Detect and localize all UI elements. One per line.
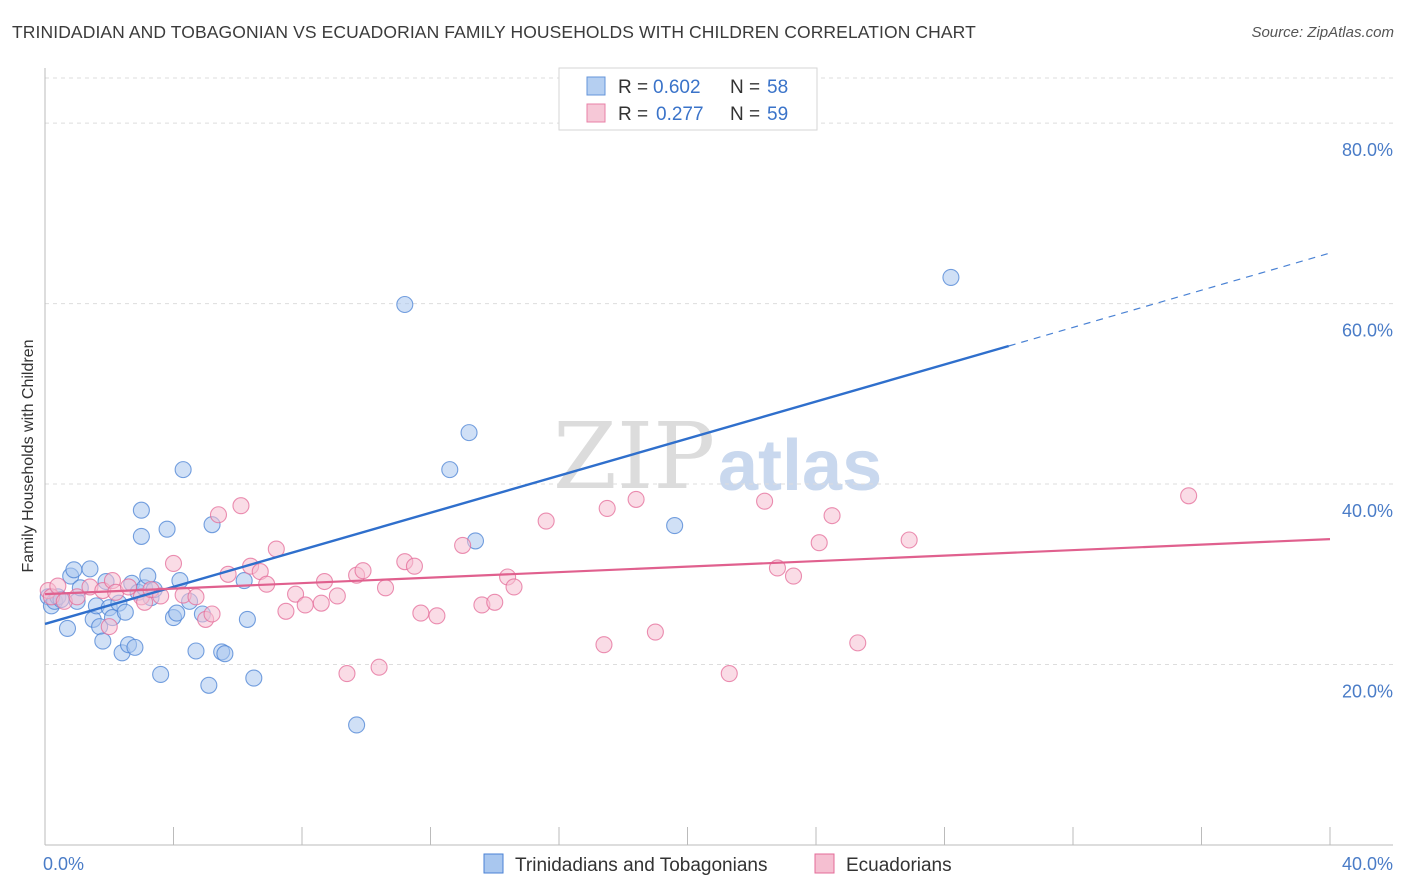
- point-ecuadorians: [627, 490, 645, 508]
- point-ecuadorians: [49, 577, 67, 595]
- point-trinidadians: [245, 669, 263, 687]
- point-ecuadorians: [646, 623, 664, 641]
- point-ecuadorians: [486, 593, 504, 611]
- point-ecuadorians: [296, 596, 314, 614]
- point-trinidadians: [238, 610, 256, 628]
- point-ecuadorians: [187, 588, 205, 606]
- point-trinidadians: [132, 527, 150, 545]
- y-tick-label: 20.0%: [1342, 682, 1393, 702]
- point-ecuadorians: [405, 557, 423, 575]
- point-ecuadorians: [505, 578, 523, 596]
- y-tick-label: 80.0%: [1342, 140, 1393, 160]
- point-ecuadorians: [203, 605, 221, 623]
- point-trinidadians: [152, 665, 170, 684]
- point-ecuadorians: [810, 534, 828, 552]
- legend-r-value-2: 0.277: [656, 104, 704, 125]
- point-ecuadorians: [412, 604, 430, 622]
- legend-n-label-2: N =: [730, 104, 760, 125]
- point-ecuadorians: [338, 665, 356, 683]
- point-trinidadians: [396, 295, 414, 314]
- source-label: Source: ZipAtlas.com: [1251, 24, 1394, 41]
- legend-n-value-1: 58: [767, 77, 788, 98]
- point-ecuadorians: [428, 607, 446, 625]
- point-trinidadians: [441, 461, 459, 479]
- point-ecuadorians: [376, 579, 395, 597]
- bottom-legend-swatch-blue: [483, 853, 504, 874]
- point-trinidadians: [187, 642, 205, 660]
- bottom-legend: Trinidadians and Tobagonians Ecuadorians: [483, 853, 952, 876]
- point-ecuadorians: [756, 492, 774, 510]
- legend-r-value-1: 0.602: [653, 77, 701, 98]
- point-trinidadians: [65, 561, 83, 579]
- y-tick-label: 60.0%: [1342, 321, 1393, 341]
- point-trinidadians: [116, 603, 134, 621]
- trend-lines: [44, 252, 1331, 626]
- trend-line-ecuadorians: [44, 538, 1331, 596]
- bottom-legend-label-trinidadians: Trinidadians and Tobagonians: [515, 855, 767, 876]
- point-ecuadorians: [164, 554, 183, 573]
- bottom-legend-swatch-pink: [814, 853, 835, 874]
- point-trinidadians: [81, 560, 99, 578]
- point-trinidadians: [132, 501, 150, 519]
- point-trinidadians: [200, 676, 218, 694]
- point-ecuadorians: [370, 658, 388, 676]
- point-ecuadorians: [209, 506, 228, 524]
- point-ecuadorians: [823, 507, 841, 525]
- point-ecuadorians: [849, 634, 867, 652]
- point-trinidadians: [126, 638, 144, 656]
- point-trinidadians: [942, 268, 960, 286]
- point-trinidadians: [168, 604, 186, 622]
- point-ecuadorians: [100, 618, 118, 636]
- point-ecuadorians: [232, 497, 250, 515]
- point-ecuadorians: [598, 499, 616, 517]
- point-ecuadorians: [537, 512, 555, 530]
- point-trinidadians: [94, 632, 112, 650]
- point-ecuadorians: [595, 636, 613, 654]
- legend-swatch-blue: [586, 76, 606, 96]
- point-trinidadians: [666, 517, 684, 535]
- point-ecuadorians: [1180, 487, 1198, 505]
- chart-title: TRINIDADIAN AND TOBAGONIAN VS ECUADORIAN…: [12, 22, 976, 42]
- legend-swatch-pink: [586, 103, 606, 123]
- legend-r-label-1: R =: [618, 77, 648, 98]
- watermark-atlas: atlas: [718, 426, 882, 506]
- legend-n-value-2: 59: [767, 104, 788, 125]
- point-ecuadorians: [328, 587, 346, 605]
- point-ecuadorians: [287, 585, 305, 603]
- point-ecuadorians: [454, 536, 472, 554]
- y-tick-label: 40.0%: [1342, 501, 1393, 521]
- point-ecuadorians: [312, 594, 330, 612]
- point-ecuadorians: [354, 562, 372, 580]
- point-ecuadorians: [900, 531, 918, 549]
- point-ecuadorians: [277, 602, 295, 620]
- point-trinidadians: [216, 645, 234, 663]
- point-trinidadians: [174, 461, 192, 479]
- x-tick-label-max: 40.0%: [1342, 854, 1393, 874]
- axes: [44, 68, 1393, 846]
- y-axis-label: Family Households with Children: [20, 340, 37, 573]
- legend-n-label-1: N =: [730, 77, 760, 98]
- point-trinidadians: [58, 619, 77, 637]
- y-tick-labels: 20.0% 40.0% 60.0% 80.0%: [1342, 140, 1393, 701]
- point-ecuadorians: [720, 665, 738, 683]
- point-ecuadorians: [784, 567, 803, 585]
- x-tick-label-min: 0.0%: [43, 854, 84, 874]
- point-trinidadians: [158, 520, 176, 538]
- trend-line-trinidadians-extension: [1008, 252, 1331, 347]
- point-trinidadians: [348, 716, 366, 734]
- legend-r-label-2: R =: [618, 104, 648, 125]
- point-trinidadians: [460, 424, 478, 442]
- series-ecuadorians-points: [39, 487, 1198, 683]
- legend: R = 0.602 N = 58 R = 0.277 N = 59: [558, 67, 818, 131]
- trend-line-trinidadians: [44, 344, 1010, 626]
- bottom-legend-label-ecuadorians: Ecuadorians: [846, 855, 952, 876]
